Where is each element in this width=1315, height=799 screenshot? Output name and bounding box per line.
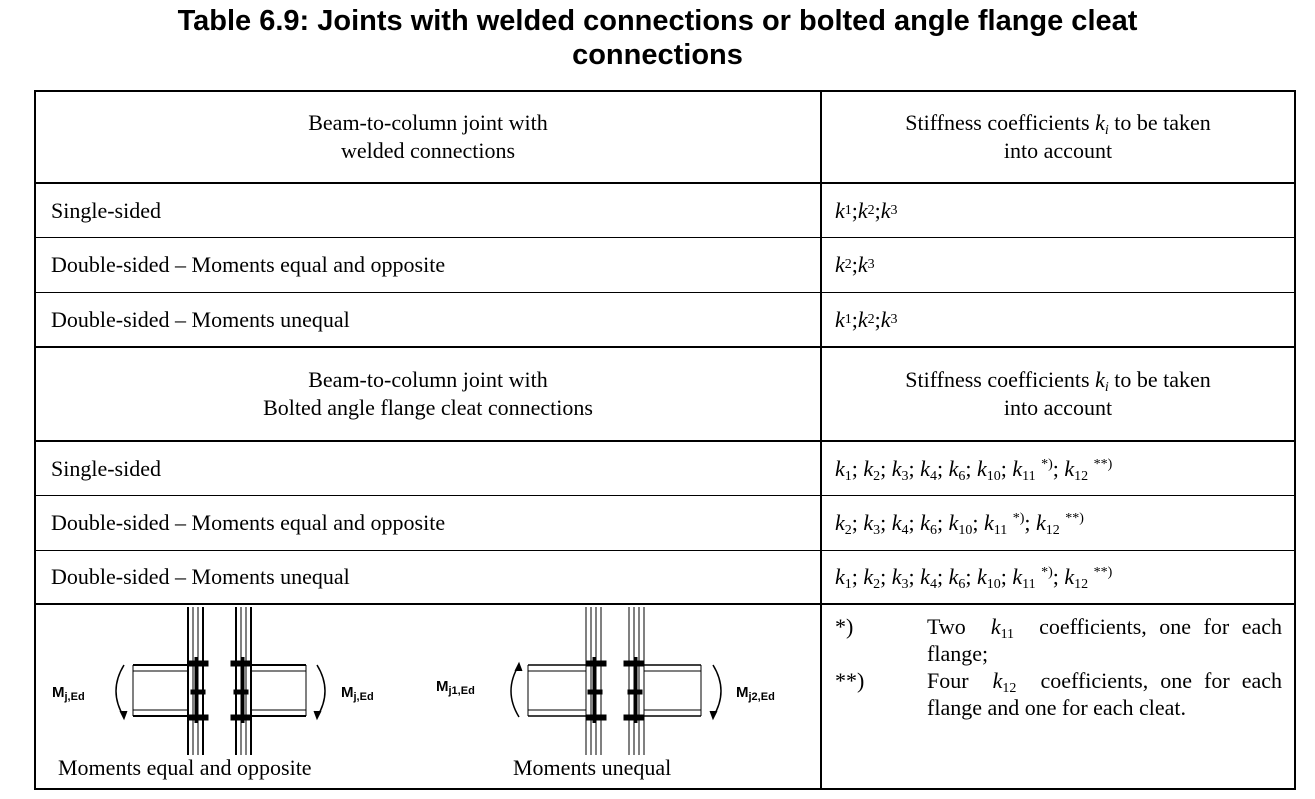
moment-label-right: Mj,Ed	[341, 684, 374, 703]
footnote-mark: **)	[835, 668, 865, 693]
table-row: Double-sided – Moments equal and opposit…	[36, 238, 1294, 293]
footnote-text: coefficients, one for each flange and on…	[927, 668, 1283, 720]
header-coeff-post: to be taken	[1114, 110, 1211, 135]
footnote-symbol: k	[990, 614, 1001, 639]
figure-notes-row: Mj,Ed Mj,Ed	[36, 605, 1294, 788]
caption-equal: Moments equal and opposite	[58, 755, 312, 780]
equal-moments-diagram	[115, 607, 326, 755]
row-config: Double-sided – Moments equal and opposit…	[36, 238, 822, 292]
stiffness-table: Beam-to-column joint with welded connect…	[34, 90, 1296, 790]
header-coeff-pre: Stiffness coefficients	[905, 110, 1090, 135]
moment-label-j2: Mj2,Ed	[736, 684, 775, 703]
table-row: Single-sided k1; k2; k3; k4; k6; k10; k1…	[36, 442, 1294, 496]
header-joint-bolted-line2: Bolted angle flange cleat connections	[263, 395, 593, 420]
joint-figures: Mj,Ed Mj,Ed	[36, 605, 822, 788]
row-config: Double-sided – Moments unequal	[36, 293, 822, 346]
footnote-text: coefficients, one for each flange;	[927, 614, 1283, 666]
row-coeffs: k1; k2; k3; k4; k6; k10; k11 *); k12 **)	[835, 564, 1113, 592]
header-coeff-bolted: Stiffness coefficients ki to be taken in…	[822, 348, 1294, 440]
table-title-line2: connections	[572, 39, 743, 71]
header-coeff-symbol: k	[1095, 367, 1105, 392]
header-joint-welded: Beam-to-column joint with welded connect…	[36, 92, 822, 182]
footnote-sub: 12	[1002, 681, 1017, 696]
row-config: Single-sided	[36, 184, 822, 237]
header-joint-welded-line2: welded connections	[340, 138, 516, 163]
footnote-2: **) Four k12 coefficients, one for each …	[835, 667, 1282, 721]
row-config: Double-sided – Moments unequal	[36, 551, 822, 603]
header-coeff-pre: Stiffness coefficients	[905, 367, 1090, 392]
unequal-moments-diagram	[510, 607, 722, 755]
footnote-mark: *)	[835, 614, 854, 639]
header-coeff-sub: i	[1104, 123, 1109, 138]
row-config: Single-sided	[36, 442, 822, 495]
footnote-1: *) Two k11 coefficients, one for each fl…	[835, 613, 1282, 667]
caption-unequal: Moments unequal	[513, 755, 672, 780]
header-joint-bolted-line1: Beam-to-column joint with	[308, 367, 548, 392]
header-row-welded: Beam-to-column joint with welded connect…	[36, 92, 1294, 184]
footnote-symbol: k	[992, 668, 1003, 693]
header-joint-bolted: Beam-to-column joint with Bolted angle f…	[36, 348, 822, 440]
row-config: Double-sided – Moments equal and opposit…	[36, 496, 822, 550]
header-coeff-welded: Stiffness coefficients ki to be taken in…	[822, 92, 1294, 182]
footnotes: *) Two k11 coefficients, one for each fl…	[822, 605, 1294, 788]
moment-label-left: Mj,Ed	[52, 684, 85, 703]
header-joint-welded-line1: Beam-to-column joint with	[308, 110, 548, 135]
table-row: Double-sided – Moments equal and opposit…	[36, 496, 1294, 551]
row-coeffs: k2; k3; k4; k6; k10; k11 *); k12 **)	[835, 510, 1084, 538]
table-row: Double-sided – Moments unequal k1; k2; k…	[36, 551, 1294, 605]
header-coeff-post: to be taken	[1114, 367, 1211, 392]
footnote-pre: Two	[927, 614, 966, 639]
header-coeff-symbol: k	[1095, 110, 1105, 135]
footnote-sub: 11	[1000, 627, 1015, 642]
header-coeff-line2: into account	[1003, 395, 1113, 420]
footnote-pre: Four	[927, 668, 969, 693]
joint-diagram: Mj,Ed Mj,Ed	[52, 607, 775, 755]
table-title-line1: Table 6.9: Joints with welded connection…	[177, 5, 1138, 37]
moment-label-j1: Mj1,Ed	[436, 678, 475, 697]
header-coeff-sub: i	[1104, 380, 1109, 395]
table-title: Table 6.9: Joints with welded connection…	[0, 0, 1315, 72]
header-row-bolted: Beam-to-column joint with Bolted angle f…	[36, 348, 1294, 442]
row-coeffs: k1; k2; k3; k4; k6; k10; k11 *); k12 **)	[835, 455, 1113, 484]
header-coeff-line2: into account	[1003, 138, 1113, 163]
